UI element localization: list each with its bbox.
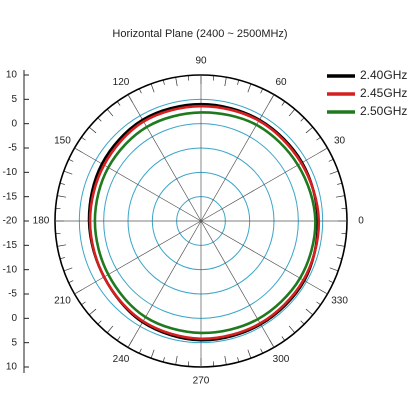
x-tick-label: 210 [54, 296, 71, 307]
x-tick-label: 0 [358, 216, 364, 227]
grid-spoke [127, 220, 202, 348]
x-tick-label: 30 [334, 136, 346, 147]
angle-minor-tick [335, 244, 345, 247]
chart-title: Horizontal Plane (2400 ~ 2500MHz) [112, 28, 287, 40]
angle-minor-tick [175, 77, 178, 87]
angle-minor-tick [138, 348, 142, 354]
x-tick-label: 330 [331, 296, 348, 307]
grid-spoke [200, 220, 275, 348]
y-tick-label: -15 [3, 191, 18, 202]
legend-label: 2.40GHz [360, 68, 407, 82]
angle-minor-tick [106, 108, 114, 117]
angle-minor-tick [237, 357, 240, 363]
angle-minor-tick [288, 108, 296, 117]
x-tick-label: 180 [33, 216, 50, 227]
y-tick-label: -20 [3, 216, 18, 227]
angle-minor-tick [88, 308, 97, 316]
y-tick-label: 10 [6, 70, 18, 81]
grid-spoke [74, 147, 202, 222]
angle-minor-tick [162, 79, 165, 85]
x-tick-label: 120 [113, 77, 130, 88]
angle-minor-tick [81, 301, 86, 306]
angle-minor-tick [68, 280, 74, 284]
angle-minor-tick [316, 136, 321, 141]
angle-minor-tick [247, 83, 252, 93]
angle-minor-tick [224, 355, 227, 365]
x-tick-label: 90 [195, 56, 207, 67]
angle-minor-tick [288, 325, 296, 334]
grid-spoke [200, 94, 275, 222]
angle-minor-tick [337, 182, 343, 185]
grid-spoke [200, 220, 328, 295]
legend-label: 2.50GHz [360, 104, 407, 118]
angle-minor-tick [300, 320, 305, 325]
x-tick-label: 150 [54, 136, 71, 147]
angle-minor-tick [260, 348, 264, 354]
angle-minor-tick [57, 244, 67, 247]
y-tick-label: 5 [11, 337, 17, 348]
grid-spoke [200, 147, 328, 222]
x-tick-label: 270 [193, 376, 210, 387]
y-tick-label: -5 [8, 143, 17, 154]
angle-minor-tick [59, 182, 65, 185]
series-line [88, 104, 321, 341]
x-tick-label: 60 [275, 77, 287, 88]
angle-minor-tick [81, 136, 86, 141]
x-tick-label: 240 [113, 354, 130, 365]
angle-minor-tick [260, 88, 264, 94]
angle-minor-tick [150, 83, 155, 93]
y-tick-label: 0 [11, 313, 17, 324]
y-tick-label: -5 [8, 289, 17, 300]
angle-minor-tick [305, 126, 314, 134]
angle-minor-tick [305, 308, 314, 316]
angle-minor-tick [237, 79, 240, 85]
grid-spoke [127, 94, 202, 222]
angle-minor-tick [329, 170, 339, 175]
angle-minor-tick [97, 320, 102, 325]
angle-minor-tick [316, 301, 321, 306]
y-tick-label: 0 [11, 118, 17, 129]
angle-minor-tick [300, 117, 305, 122]
angle-minor-tick [63, 267, 73, 272]
angle-minor-tick [329, 267, 339, 272]
series-line [93, 111, 317, 335]
angle-minor-tick [175, 355, 178, 365]
angle-minor-tick [337, 257, 343, 260]
angle-minor-tick [63, 170, 73, 175]
angle-minor-tick [162, 357, 165, 363]
angle-minor-tick [59, 257, 65, 260]
angle-minor-tick [57, 195, 67, 198]
angle-minor-tick [150, 349, 155, 359]
y-tick-label: -15 [3, 240, 18, 251]
x-tick-label: 300 [273, 354, 290, 365]
y-tick-label: -10 [3, 264, 18, 275]
angle-minor-tick [328, 158, 334, 162]
y-tick-label: -10 [3, 167, 18, 178]
angle-minor-tick [138, 88, 142, 94]
angle-minor-tick [328, 280, 334, 284]
angle-minor-tick [97, 117, 102, 122]
angle-minor-tick [224, 77, 227, 87]
legend-label: 2.45GHz [360, 86, 407, 100]
angle-minor-tick [88, 126, 97, 134]
angle-minor-tick [116, 101, 121, 106]
angle-minor-tick [281, 336, 286, 341]
angle-minor-tick [106, 325, 114, 334]
y-tick-label: 10 [6, 362, 18, 373]
grid-spoke [74, 220, 202, 295]
angle-minor-tick [281, 101, 286, 106]
y-tick-label: 5 [11, 94, 17, 105]
angle-minor-tick [68, 158, 74, 162]
angle-minor-tick [116, 336, 121, 341]
angle-minor-tick [335, 195, 345, 198]
angle-minor-tick [247, 349, 252, 359]
